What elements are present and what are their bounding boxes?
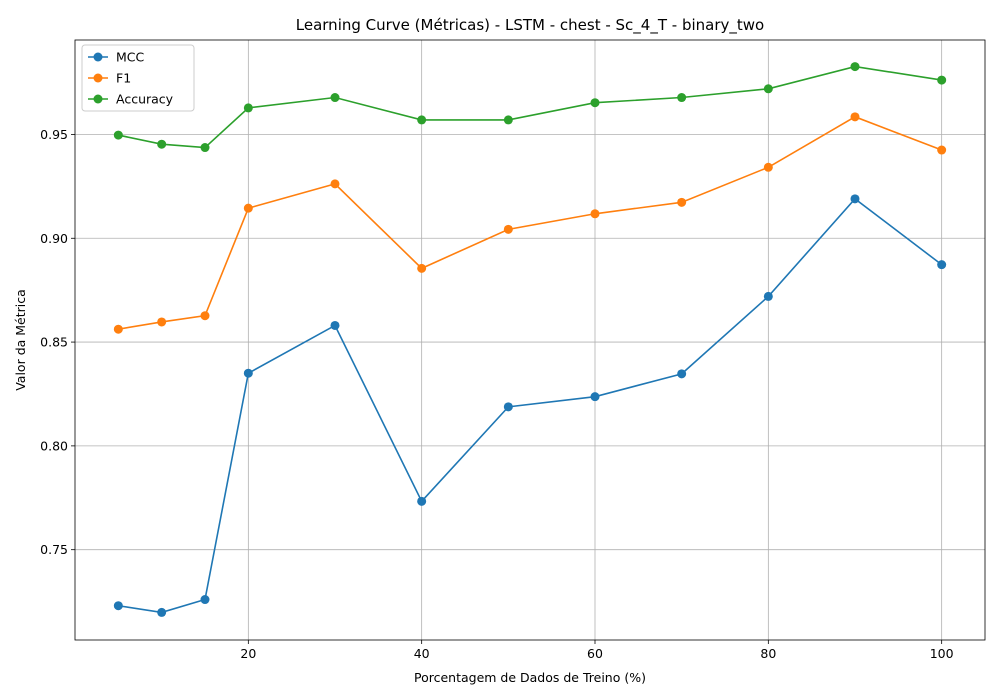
data-point	[157, 139, 167, 149]
data-point	[763, 84, 773, 94]
series-line	[118, 115, 942, 330]
data-point	[850, 194, 860, 204]
x-tick-label: 20	[240, 646, 256, 661]
data-point	[763, 291, 773, 301]
legend: MCC F1 Accuracy	[81, 44, 195, 112]
x-tick-label: 80	[760, 646, 776, 661]
data-point	[243, 203, 253, 213]
legend-marker	[93, 73, 103, 83]
data-point	[417, 496, 427, 506]
data-point	[503, 402, 513, 412]
series-accuracy	[113, 62, 947, 153]
x-tick-label: 100	[930, 646, 954, 661]
legend-box	[81, 44, 195, 112]
series-line	[118, 65, 942, 149]
data-point	[763, 162, 773, 172]
y-tick-label: 0.75	[40, 542, 68, 557]
plot-frame	[74, 39, 986, 641]
legend-label: F1	[116, 71, 131, 86]
y-tick-label: 0.95	[40, 127, 68, 142]
data-point	[850, 62, 860, 72]
x-tick-label: 40	[414, 646, 430, 661]
axes: 20 40 60 80 100 0.75 0.80 0.85 0.90 0.95	[40, 39, 986, 661]
data-point	[330, 320, 340, 330]
data-point	[200, 143, 210, 153]
data-point	[330, 93, 340, 103]
data-point	[850, 112, 860, 122]
data-point	[677, 93, 687, 103]
y-tick-label: 0.90	[40, 231, 68, 246]
legend-marker	[93, 52, 103, 62]
data-point	[503, 224, 513, 234]
data-point	[590, 98, 600, 108]
y-axis-label: Valor da Métrica	[13, 289, 28, 391]
data-point	[157, 607, 167, 617]
data-point	[417, 263, 427, 273]
data-point	[677, 369, 687, 379]
data-point	[200, 311, 210, 321]
series-f1	[113, 112, 947, 334]
data-point	[243, 368, 253, 378]
data-point	[937, 145, 947, 155]
data-point	[243, 103, 253, 113]
legend-marker	[93, 94, 103, 104]
data-point	[677, 197, 687, 207]
x-axis-label: Porcentagem de Dados de Treino (%)	[414, 670, 646, 685]
series-line	[118, 197, 943, 614]
data-point	[590, 209, 600, 219]
grid	[75, 40, 985, 640]
data-point	[417, 115, 427, 125]
data-point	[113, 324, 123, 334]
series-layer	[113, 62, 947, 617]
data-point	[330, 179, 340, 189]
data-point	[157, 317, 167, 327]
data-point	[113, 601, 123, 611]
y-tick-label: 0.80	[40, 438, 68, 453]
data-point	[113, 130, 123, 140]
data-point	[937, 260, 947, 270]
legend-label: MCC	[116, 50, 145, 65]
legend-label: Accuracy	[116, 92, 174, 107]
y-tick-label: 0.85	[40, 335, 68, 350]
data-point	[200, 595, 210, 605]
series-mcc	[113, 194, 947, 617]
data-point	[937, 75, 947, 85]
x-tick-label: 60	[587, 646, 603, 661]
data-point	[590, 392, 600, 402]
data-point	[503, 115, 513, 125]
chart-title: Learning Curve (Métricas) - LSTM - chest…	[296, 16, 764, 35]
